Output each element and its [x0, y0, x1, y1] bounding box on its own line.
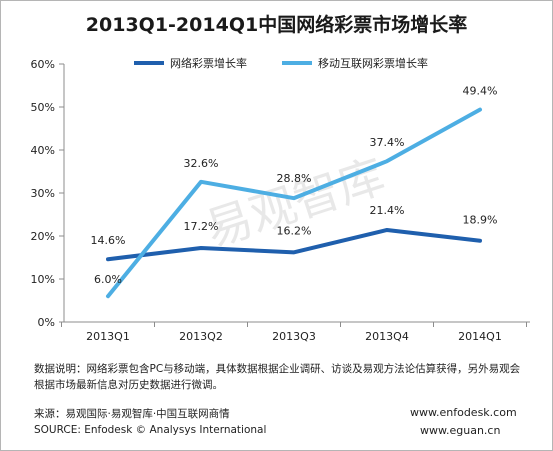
series-layer: 14.6% 17.2% 16.2% 21.4% 18.9% 6.0% 32.6% 28.8% 3… [91, 85, 498, 299]
source-cn: 来源：易观国际·易观智库·中国互联网商情 [34, 408, 230, 420]
data-label: 49.4% [463, 85, 498, 98]
data-label: 32.6% [184, 157, 219, 170]
data-label: 18.9% [463, 214, 498, 227]
data-label: 16.2% [277, 224, 312, 237]
data-label: 17.2% [184, 220, 219, 233]
y-tick-label: 10% [31, 273, 55, 286]
y-tick-label: 50% [31, 101, 55, 114]
legend-label: 网络彩票增长率 [170, 56, 247, 70]
y-tick-label: 0% [38, 316, 55, 329]
data-note: 数据说明：网络彩票包含PC与移动端，具体数据根据企业调研、访谈及易观方法论估算获… [34, 363, 521, 391]
watermark-text: 易观智库 [199, 149, 391, 257]
y-tick-label: 60% [31, 58, 55, 71]
x-tick-label: 2013Q1 [86, 330, 130, 343]
axes: 0% 10% 20% 30% 40% 50% 60% 2013Q1 2013Q2 2013Q3 20… [31, 58, 530, 343]
legend-label: 移动互联网彩票增长率 [318, 56, 428, 70]
source-en: SOURCE: Enfodesk © Analysys Internationa… [34, 424, 267, 436]
data-label: 14.6% [91, 234, 126, 247]
x-tick-label: 2013Q2 [179, 330, 223, 343]
data-label: 6.0% [94, 273, 122, 286]
data-label: 28.8% [277, 172, 312, 185]
y-tick-label: 40% [31, 144, 55, 157]
y-tick-label: 30% [31, 187, 55, 200]
data-label: 37.4% [370, 136, 405, 149]
y-tick-label: 20% [31, 230, 55, 243]
url-enfodesk: www.enfodesk.com [410, 406, 517, 419]
data-label: 21.4% [370, 204, 405, 217]
chart-title: 2013Q1-2014Q1中国网络彩票市场增长率 [85, 14, 468, 36]
x-tick-label: 2013Q3 [272, 330, 316, 343]
x-tick-label: 2014Q1 [458, 330, 502, 343]
x-tick-label: 2013Q4 [365, 330, 409, 343]
url-eguan: www.eguan.cn [420, 424, 501, 437]
legend: 网络彩票增长率 移动互联网彩票增长率 [134, 56, 428, 70]
